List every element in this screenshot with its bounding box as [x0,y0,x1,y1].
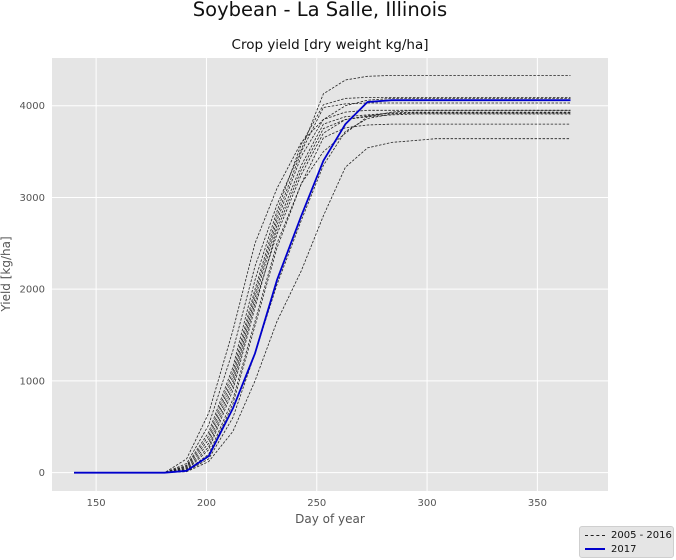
current-year-lines [74,99,571,474]
figure-title: Soybean - La Salle, Illinois [192,0,448,21]
chart-title: Crop yield [dry weight kg/ha] [231,37,429,53]
y-tick-label: 1000 [20,376,45,387]
legend-label-2017: 2017 [611,543,637,555]
y-axis-label: Yield [kg/ha] [0,236,13,312]
y-tick-label: 2000 [20,285,45,296]
legend-swatch-historical [585,534,605,536]
series-line-2017 [74,99,571,474]
x-tick-label: 350 [528,498,547,509]
x-tick-label: 150 [87,498,106,509]
legend-label-historical: 2005 - 2016 [611,529,672,541]
x-tick-label: 250 [307,498,326,509]
plot-area [52,58,608,491]
legend-swatch-2017 [585,548,605,550]
x-axis-label: Day of year [295,512,365,526]
y-tick-label: 0 [39,468,45,479]
y-tick-label: 3000 [20,193,45,204]
x-tick-labels: 150 200 250 300 350 [87,498,547,509]
y-tick-labels: 0 1000 2000 3000 4000 [20,101,45,479]
x-tick-label: 200 [197,498,216,509]
legend-item-2017: 2017 [585,543,636,555]
legend: 2005 - 2016 2017 [579,526,674,558]
y-tick-label: 4000 [20,101,45,112]
legend-item-historical: 2005 - 2016 [585,529,672,541]
x-tick-label: 300 [418,498,437,509]
